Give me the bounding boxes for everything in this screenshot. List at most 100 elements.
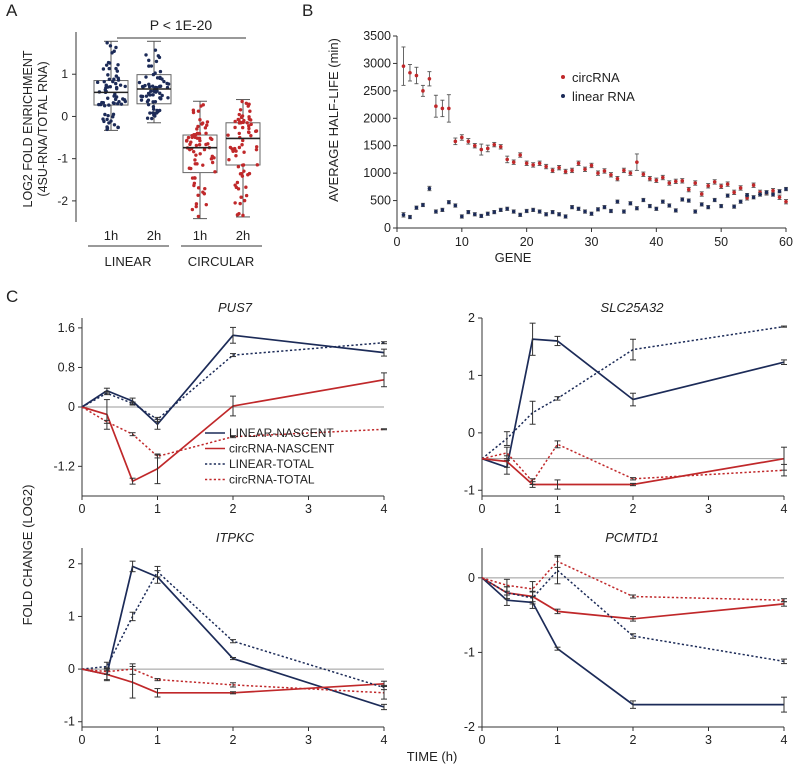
panel-b-legend-marker-circ: [561, 75, 565, 79]
panel-a-dot: [123, 84, 127, 89]
panel-b-point: [609, 209, 613, 213]
panel-a-dot: [254, 145, 259, 149]
panel-a-dot: [157, 84, 162, 89]
panel-a-dot: [249, 133, 253, 138]
panel-c-y-tick-label: 1: [468, 368, 475, 382]
panel-a-dot: [100, 100, 104, 105]
panel-b-point: [751, 183, 756, 188]
panel-a-dot: [190, 176, 195, 180]
panel-a-dot: [154, 59, 159, 64]
panel-a-dot: [153, 48, 158, 52]
panel-b-x-tick-label: 60: [779, 235, 793, 249]
panel-a-dot: [236, 165, 241, 169]
panel-a-dot: [196, 109, 201, 113]
panel-c-legend-label: LINEAR-TOTAL: [229, 457, 314, 471]
panel-b-point: [777, 189, 782, 194]
panel-c-series-circrna-total: [481, 443, 785, 483]
panel-a-dot: [210, 160, 215, 165]
panel-a-dot: [151, 105, 156, 109]
panel-c-x-tick-label: 0: [479, 733, 486, 747]
panel-a-dot: [244, 101, 249, 105]
panel-c-subplot-slc25a32: SLC25A32 -1 0 1 2 0 1 2 3 4: [464, 300, 788, 516]
panel-a-dot: [201, 163, 205, 167]
panel-a-dot: [197, 143, 202, 147]
panel-b-point: [498, 145, 503, 149]
panel-a-dot: [242, 198, 247, 203]
panel-a-dot: [150, 84, 155, 88]
panel-a-dot: [114, 81, 118, 86]
panel-c-x-tick-label: 3: [305, 502, 312, 516]
panel-b-point: [732, 190, 736, 195]
panel-a-dot: [158, 96, 162, 100]
panel-a-dot: [116, 63, 120, 67]
panel-a-dot: [234, 154, 238, 158]
panel-a-dot: [204, 202, 208, 207]
panel-a-dot: [201, 190, 205, 194]
panel-c-series-linear-total: [81, 570, 385, 689]
panel-b-point: [550, 168, 555, 173]
panel-b-point: [524, 209, 529, 213]
panel-a-dot: [144, 94, 149, 98]
panel-a-dot: [241, 163, 246, 167]
panel-a-dot: [113, 97, 118, 102]
panel-c-x-tick-label: 2: [230, 733, 237, 747]
panel-b-point: [699, 202, 704, 207]
panel-a-dot: [239, 172, 244, 176]
panel-a-dot: [238, 201, 242, 206]
panel-a-dot: [114, 87, 119, 91]
panel-c-x-tick-label: 1: [154, 502, 161, 516]
panel-a-dot: [114, 66, 118, 71]
panel-a-dot: [240, 99, 244, 104]
panel-c-series-circrna-nascent: [81, 668, 385, 694]
panel-a-y-tick-label: 0: [61, 109, 68, 123]
panel-c-legend-label: LINEAR-NASCENT: [229, 426, 334, 440]
panel-a-dot: [239, 115, 244, 120]
panel-b-point: [440, 106, 445, 111]
panel-b-point: [667, 203, 672, 208]
panel-a-dot: [114, 45, 118, 50]
panel-a-dot: [151, 93, 155, 97]
panel-b-point: [550, 210, 555, 214]
panel-c-subplot-pus7: PUS7 -1.2 0 0.8 1.6 0 1 2 3 4: [53, 300, 387, 516]
panel-a-dot: [108, 85, 113, 89]
panel-b-point: [537, 161, 542, 166]
panel-c-x-tick-label: 2: [230, 502, 237, 516]
panel-b-point: [408, 215, 412, 219]
panel-a-dot: [102, 103, 107, 108]
panel-a-dot: [247, 124, 251, 128]
panel-a-dot: [238, 108, 243, 112]
panel-a-dot: [206, 142, 210, 146]
panel-a-dot: [194, 202, 199, 206]
panel-a-dot: [195, 127, 199, 131]
panel-c-x-tick-label: 0: [79, 502, 86, 516]
panel-b-point: [589, 211, 594, 216]
panel-b-point: [570, 168, 574, 173]
panel-label-b: B: [302, 1, 313, 20]
panel-c-series-circrna-nascent: [81, 378, 385, 483]
panel-a-dot: [203, 126, 208, 130]
panel-a-dot: [199, 104, 203, 108]
panel-b-point: [427, 186, 432, 191]
panel-a-dot: [227, 158, 231, 162]
panel-a-dot: [205, 123, 209, 127]
panel-c-x-tick-label: 1: [154, 733, 161, 747]
panel-a-dot: [146, 102, 151, 107]
panel-c-y-tick-label: -1: [464, 645, 475, 659]
panel-a-dot: [245, 121, 249, 125]
panel-c-gene-title: PUS7: [218, 300, 253, 315]
panel-b-point: [544, 164, 548, 169]
panel-c-xlabel: TIME (h): [407, 749, 458, 764]
panel-b-point: [460, 214, 464, 219]
panel-b-point: [596, 171, 600, 175]
panel-a-dot: [150, 116, 154, 121]
panel-a-dot: [236, 187, 241, 191]
panel-b-point: [602, 169, 607, 173]
panel-a-dot: [153, 71, 157, 75]
panel-b-x-tick-label: 10: [455, 235, 469, 249]
panel-a-dot: [212, 156, 216, 160]
panel-c-x-tick-label: 4: [381, 502, 388, 516]
panel-b-point: [648, 176, 652, 181]
panel-a-y-tick-label: -2: [57, 194, 68, 208]
panel-b-point: [485, 211, 490, 216]
